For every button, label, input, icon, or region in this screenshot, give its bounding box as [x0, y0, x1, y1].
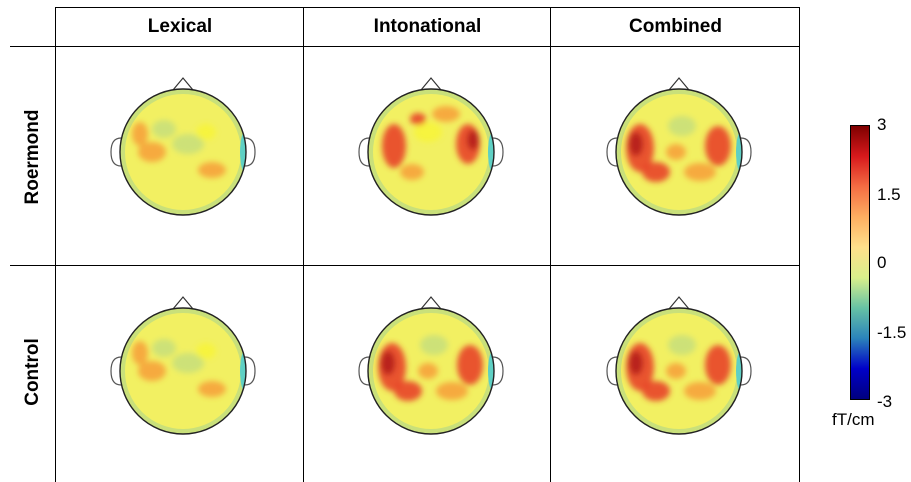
nose — [668, 77, 690, 91]
field-pattern — [616, 308, 742, 434]
column-header-lexical: Lexical — [147, 16, 213, 37]
head-map-svg — [606, 77, 752, 216]
colorbar-tick-low: -1.5 — [877, 323, 907, 342]
topography-grid — [10, 7, 800, 482]
colorbar — [850, 125, 870, 400]
grid-line-header — [10, 46, 800, 47]
left-ear — [606, 137, 618, 167]
colorbar-tick-high: 1.5 — [877, 185, 901, 204]
nose — [172, 77, 194, 91]
colorbar-tick-max: 3 — [877, 115, 887, 134]
head-map-svg — [606, 296, 752, 435]
field-pattern — [120, 89, 246, 215]
head-outline — [119, 307, 247, 435]
column-header-combined: Combined — [629, 16, 722, 37]
right-ear — [244, 137, 256, 167]
grid-line-col2 — [550, 7, 551, 482]
right-ear — [492, 356, 504, 386]
head-outline — [615, 307, 743, 435]
nose — [172, 296, 194, 310]
map-control-lexical — [100, 293, 260, 443]
head-outline — [367, 307, 495, 435]
right-ear — [492, 137, 504, 167]
colorbar-tick-zero: 0 — [877, 253, 887, 272]
field-pattern — [368, 308, 494, 434]
field-pattern — [120, 308, 246, 434]
grid-line-right — [799, 7, 800, 482]
left-ear — [606, 356, 618, 386]
right-ear — [740, 356, 752, 386]
right-ear — [244, 356, 256, 386]
map-control-combined — [596, 293, 756, 443]
map-roermond-combined — [596, 74, 756, 224]
head-map-svg — [358, 77, 504, 216]
head-map-svg — [358, 296, 504, 435]
left-ear — [110, 137, 122, 167]
row-label-roermond: Roermond — [22, 109, 43, 205]
grid-line-col1 — [303, 7, 304, 482]
colorbar-unit: fT/cm — [832, 410, 875, 429]
head-map-svg — [110, 77, 256, 216]
field-pattern — [368, 89, 494, 215]
column-header-intonational: Intonational — [373, 16, 482, 37]
left-ear — [110, 356, 122, 386]
head-map-svg — [110, 296, 256, 435]
left-ear — [358, 137, 370, 167]
head-outline — [367, 88, 495, 216]
nose — [420, 296, 442, 310]
grid-line-left — [55, 7, 56, 482]
left-ear — [358, 356, 370, 386]
map-roermond-lexical — [100, 74, 260, 224]
right-ear — [740, 137, 752, 167]
head-outline — [119, 88, 247, 216]
row-label-control: Control — [22, 338, 43, 406]
grid-line-top — [55, 7, 800, 8]
field-pattern — [616, 89, 742, 215]
nose — [420, 77, 442, 91]
grid-line-middle — [10, 265, 800, 266]
nose — [668, 296, 690, 310]
map-control-intonational — [348, 293, 508, 443]
map-roermond-intonational — [348, 74, 508, 224]
head-outline — [615, 88, 743, 216]
colorbar-tick-min: -3 — [877, 392, 893, 411]
